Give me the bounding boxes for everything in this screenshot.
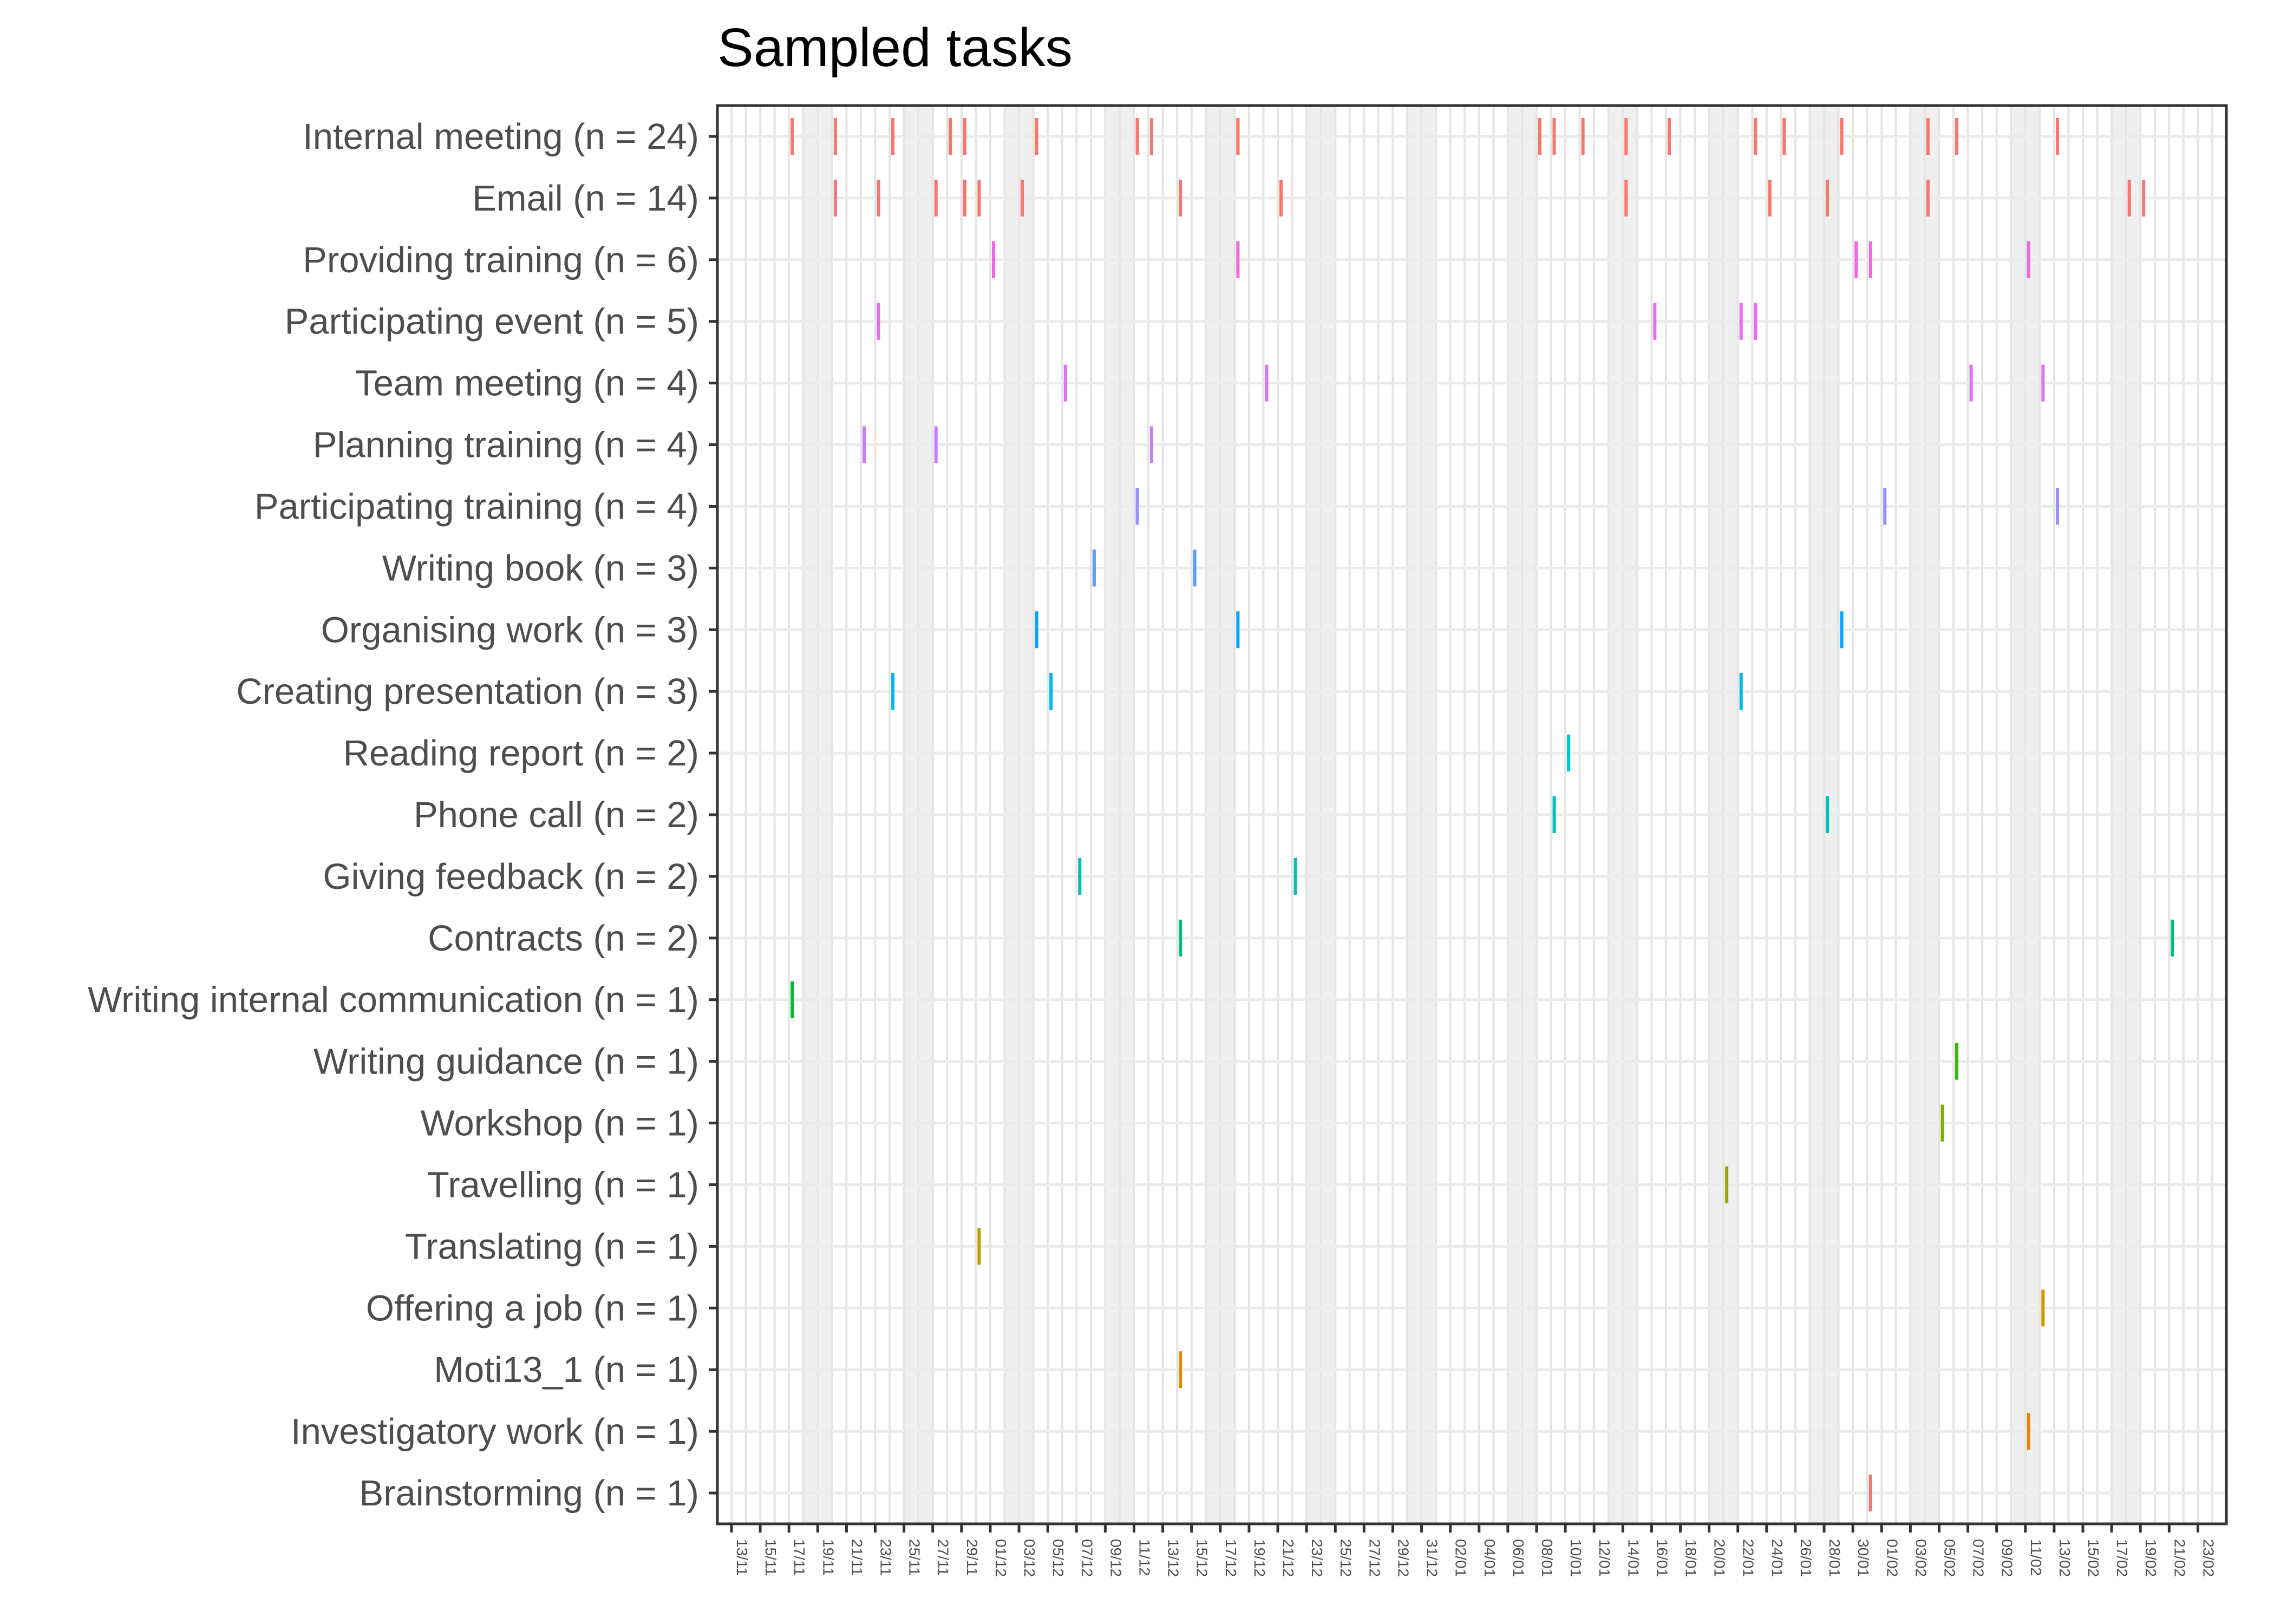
x-tick-label: 26/01 <box>1798 1539 1814 1577</box>
x-tick-label: 12/01 <box>1596 1539 1613 1577</box>
y-tick-label: Investigatory work (n = 1) <box>291 1411 699 1452</box>
series-4 <box>877 303 1757 340</box>
y-tick-label: Offering a job (n = 1) <box>366 1288 699 1328</box>
x-tick-label: 22/01 <box>1740 1539 1757 1577</box>
series-14 <box>1179 919 2174 957</box>
series-13 <box>1078 857 1297 895</box>
x-tick-label: 09/12 <box>1107 1539 1124 1577</box>
y-tick-label: Providing training (n = 6) <box>303 240 699 280</box>
x-tick-label: 20/01 <box>1711 1539 1728 1577</box>
y-tick-label: Phone call (n = 2) <box>414 795 699 835</box>
x-tick-label: 07/02 <box>1970 1539 1987 1577</box>
x-tick-label: 25/12 <box>1337 1539 1354 1577</box>
x-axis: 13/11 15/11 17/11 19/11 21/11 23/11 25/11 27/11… <box>730 1524 2217 1577</box>
x-tick-label: 05/12 <box>1050 1539 1067 1577</box>
x-tick-label: 19/12 <box>1251 1539 1268 1577</box>
x-tick-label: 08/01 <box>1539 1539 1556 1577</box>
x-tick-label: 02/01 <box>1453 1539 1469 1577</box>
y-tick-label: Giving feedback (n = 2) <box>323 856 699 897</box>
series-12 <box>1552 796 1829 833</box>
x-tick-label: 15/12 <box>1194 1539 1211 1577</box>
x-tick-label: 30/01 <box>1855 1539 1872 1577</box>
y-tick-label: Creating presentation (n = 3) <box>236 671 699 712</box>
y-tick-label: Translating (n = 1) <box>405 1226 699 1267</box>
x-tick-label: 25/11 <box>906 1539 923 1576</box>
x-tick-label: 21/02 <box>2171 1539 2188 1577</box>
series-1 <box>790 117 2059 155</box>
x-tick-label: 29/12 <box>1395 1539 1412 1577</box>
x-tick-label: 15/11 <box>762 1539 779 1576</box>
x-tick-label: 13/02 <box>2056 1539 2073 1577</box>
x-tick-label: 19/02 <box>2142 1539 2159 1577</box>
x-tick-label: 05/02 <box>1941 1539 1958 1577</box>
y-tick-label: Moti13_1 (n = 1) <box>434 1350 699 1390</box>
x-tick-label: 23/02 <box>2200 1539 2217 1577</box>
series-9 <box>1035 611 1844 649</box>
x-tick-label: 14/01 <box>1625 1539 1642 1577</box>
x-tick-label: 07/12 <box>1079 1539 1095 1577</box>
y-tick-label: Participating event (n = 5) <box>285 302 699 342</box>
y-tick-label: Planning training (n = 4) <box>313 425 699 466</box>
y-tick-label: Writing book (n = 3) <box>382 548 699 588</box>
x-tick-label: 31/12 <box>1424 1539 1441 1577</box>
x-tick-label: 18/01 <box>1683 1539 1700 1577</box>
y-tick-label: Team meeting (n = 4) <box>355 363 699 404</box>
series-6 <box>862 426 1154 463</box>
x-tick-label: 23/12 <box>1309 1539 1325 1577</box>
series-7 <box>1135 488 2059 525</box>
series-2 <box>833 179 2146 217</box>
x-tick-label: 17/12 <box>1223 1539 1239 1577</box>
y-tick-label: Writing internal communication (n = 1) <box>88 980 699 1020</box>
x-tick-label: 04/01 <box>1481 1539 1498 1577</box>
x-tick-label: 23/11 <box>878 1539 894 1576</box>
x-tick-label: 17/11 <box>791 1539 808 1576</box>
x-tick-label: 11/02 <box>2028 1539 2044 1576</box>
y-tick-label: Organising work (n = 3) <box>321 610 699 650</box>
series-5 <box>1063 364 2045 402</box>
x-tick-label: 13/12 <box>1165 1539 1182 1577</box>
x-tick-label: 01/02 <box>1884 1539 1900 1577</box>
y-tick-label: Reading report (n = 2) <box>343 733 699 774</box>
x-tick-label: 16/01 <box>1654 1539 1670 1577</box>
x-tick-label: 13/11 <box>734 1539 750 1576</box>
x-tick-label: 19/11 <box>820 1539 837 1576</box>
x-tick-label: 21/11 <box>848 1539 865 1576</box>
y-tick-label: Travelling (n = 1) <box>427 1164 699 1205</box>
series-3 <box>991 241 2030 278</box>
y-tick-label: Internal meeting (n = 24) <box>303 116 699 157</box>
x-tick-label: 21/12 <box>1280 1539 1297 1577</box>
y-tick-label: Workshop (n = 1) <box>420 1103 699 1144</box>
y-tick-label: Writing guidance (n = 1) <box>313 1042 699 1082</box>
x-tick-label: 24/01 <box>1769 1539 1786 1577</box>
series-8 <box>1092 549 1197 587</box>
x-tick-label: 03/02 <box>1912 1539 1929 1577</box>
x-tick-label: 17/02 <box>2114 1539 2131 1577</box>
x-tick-label: 27/11 <box>935 1539 952 1576</box>
x-tick-label: 27/12 <box>1366 1539 1383 1577</box>
y-axis-labels: Internal meeting (n = 24) Email (n = 14) P… <box>88 116 717 1514</box>
y-tick-label: Email (n = 14) <box>472 178 699 219</box>
x-tick-label: 06/01 <box>1510 1539 1527 1577</box>
x-tick-label: 15/02 <box>2085 1539 2102 1577</box>
x-tick-label: 10/01 <box>1567 1539 1584 1577</box>
x-tick-label: 11/12 <box>1136 1539 1153 1576</box>
chart-title: Sampled tasks <box>717 17 1073 78</box>
y-tick-label: Participating training (n = 4) <box>254 486 699 527</box>
x-tick-label: 29/11 <box>964 1539 981 1576</box>
x-tick-label: 28/01 <box>1826 1539 1843 1577</box>
series-10 <box>891 673 1743 710</box>
y-tick-label: Brainstorming (n = 1) <box>360 1473 699 1514</box>
x-tick-label: 09/02 <box>1999 1539 2016 1577</box>
x-tick-label: 03/12 <box>1021 1539 1038 1577</box>
y-tick-label: Contracts (n = 2) <box>428 918 699 959</box>
x-tick-label: 01/12 <box>992 1539 1009 1577</box>
plot-panel <box>716 104 2228 1525</box>
